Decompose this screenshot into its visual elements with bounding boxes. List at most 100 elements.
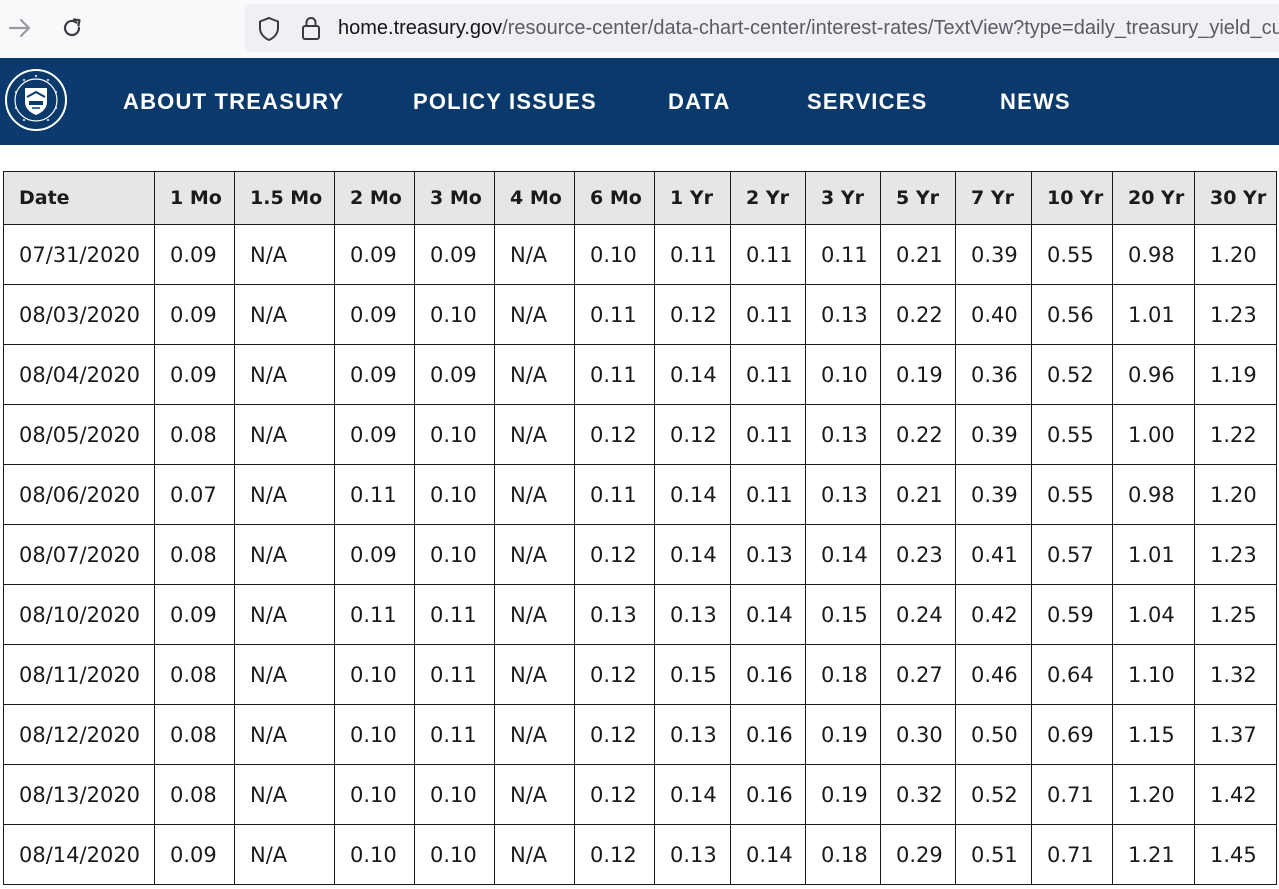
column-header-1-yr[interactable]: 1 Yr	[654, 171, 731, 225]
rate-cell: 1.01	[1112, 524, 1195, 585]
shield-icon[interactable]	[257, 16, 281, 47]
rate-cell: 0.10	[414, 404, 495, 465]
rate-cell: 0.09	[154, 284, 235, 345]
rate-cell: 0.15	[805, 584, 881, 645]
rate-cell: N/A	[494, 524, 575, 585]
rate-cell: 0.24	[880, 584, 956, 645]
rate-cell: 0.10	[414, 284, 495, 345]
rate-cell: 0.39	[955, 464, 1032, 525]
yield-curve-table: Date 1 Mo 1.5 Mo 2 Mo 3 Mo 4 Mo 6 Mo 1 Yr 2 Yr 3 …	[3, 171, 1277, 885]
rate-cell: 1.04	[1112, 584, 1195, 645]
rate-cell: N/A	[494, 224, 575, 285]
date-cell: 08/05/2020	[3, 404, 155, 465]
browser-toolbar: home.treasury.gov/resource-center/data-c…	[0, 0, 1279, 58]
url-text[interactable]: home.treasury.gov/resource-center/data-c…	[338, 16, 1279, 40]
nav-policy-issues[interactable]: POLICY ISSUES	[413, 89, 597, 114]
rate-cell: 0.09	[154, 224, 235, 285]
rate-cell: N/A	[234, 464, 335, 525]
rate-cell: 0.71	[1031, 764, 1113, 825]
rate-cell: 0.39	[955, 224, 1032, 285]
rate-cell: 1.23	[1194, 524, 1277, 585]
rate-cell: 0.07	[154, 464, 235, 525]
rate-cell: N/A	[494, 344, 575, 405]
rate-cell: 0.10	[334, 824, 415, 885]
date-cell: 08/10/2020	[3, 584, 155, 645]
rate-cell: 0.10	[334, 704, 415, 765]
nav-about-treasury[interactable]: ABOUT TREASURY	[123, 89, 345, 114]
rate-cell: 0.14	[730, 584, 806, 645]
nav-data[interactable]: DATA	[668, 89, 731, 114]
column-header-20-yr[interactable]: 20 Yr	[1112, 171, 1195, 225]
rate-cell: 0.27	[880, 644, 956, 705]
rate-cell: 0.15	[654, 644, 731, 705]
column-header-2-mo[interactable]: 2 Mo	[334, 171, 415, 225]
rate-cell: 0.12	[574, 404, 655, 465]
rate-cell: 0.11	[334, 584, 415, 645]
column-header-4-mo[interactable]: 4 Mo	[494, 171, 575, 225]
rate-cell: 0.10	[805, 344, 881, 405]
address-bar[interactable]: home.treasury.gov/resource-center/data-c…	[245, 4, 1279, 52]
rate-cell: 0.09	[154, 584, 235, 645]
rate-cell: 0.36	[955, 344, 1032, 405]
nav-services[interactable]: SERVICES	[807, 89, 928, 114]
rate-cell: 0.19	[805, 704, 881, 765]
date-cell: 08/14/2020	[3, 824, 155, 885]
rate-cell: 0.10	[414, 764, 495, 825]
rate-cell: 1.19	[1194, 344, 1277, 405]
rate-cell: 0.98	[1112, 464, 1195, 525]
rate-cell: 0.41	[955, 524, 1032, 585]
rate-cell: 0.11	[414, 704, 495, 765]
column-header-7-yr[interactable]: 7 Yr	[955, 171, 1032, 225]
rate-cell: 0.13	[805, 464, 881, 525]
rate-cell: 0.12	[574, 644, 655, 705]
column-header-3-mo[interactable]: 3 Mo	[414, 171, 495, 225]
rate-cell: 0.11	[730, 464, 806, 525]
column-header-10-yr[interactable]: 10 Yr	[1031, 171, 1113, 225]
column-header-1-mo[interactable]: 1 Mo	[154, 171, 235, 225]
table-row: 08/07/2020 0.08 N/A 0.09 0.10 N/A 0.12 0.14 0.13…	[3, 524, 1277, 585]
rate-cell: N/A	[494, 584, 575, 645]
rate-cell: 0.16	[730, 704, 806, 765]
rate-cell: 0.09	[414, 344, 495, 405]
column-header-5-yr[interactable]: 5 Yr	[880, 171, 956, 225]
rate-cell: 0.55	[1031, 404, 1113, 465]
date-cell: 08/13/2020	[3, 764, 155, 825]
column-header-30-yr[interactable]: 30 Yr	[1194, 171, 1277, 225]
rate-cell: 0.42	[955, 584, 1032, 645]
reload-icon[interactable]	[52, 8, 92, 48]
column-header-3-yr[interactable]: 3 Yr	[805, 171, 881, 225]
rate-cell: 0.51	[955, 824, 1032, 885]
rate-cell: 0.30	[880, 704, 956, 765]
forward-arrow-icon[interactable]	[0, 8, 40, 48]
rate-cell: 0.11	[730, 284, 806, 345]
rate-cell: 0.12	[574, 524, 655, 585]
treasury-seal-logo[interactable]	[4, 68, 68, 132]
table-header-row: Date 1 Mo 1.5 Mo 2 Mo 3 Mo 4 Mo 6 Mo 1 Yr 2 Yr 3 …	[3, 171, 1277, 225]
column-header-2-yr[interactable]: 2 Yr	[730, 171, 806, 225]
rate-cell: 0.55	[1031, 464, 1113, 525]
rate-cell: 0.08	[154, 704, 235, 765]
rate-cell: N/A	[234, 584, 335, 645]
rate-cell: 0.16	[730, 764, 806, 825]
table-row: 08/03/2020 0.09 N/A 0.09 0.10 N/A 0.11 0.12 0.11…	[3, 284, 1277, 345]
rate-cell: 0.18	[805, 824, 881, 885]
nav-news[interactable]: NEWS	[1000, 89, 1071, 114]
rate-cell: 0.10	[414, 524, 495, 585]
column-header-1-5-mo[interactable]: 1.5 Mo	[234, 171, 335, 225]
column-header-date[interactable]: Date	[3, 171, 155, 225]
rate-cell: 0.11	[574, 344, 655, 405]
rate-cell: 0.10	[574, 224, 655, 285]
rate-cell: 0.11	[414, 644, 495, 705]
rate-cell: 0.09	[154, 344, 235, 405]
rate-cell: 0.40	[955, 284, 1032, 345]
rate-cell: 0.11	[574, 284, 655, 345]
rate-cell: N/A	[234, 404, 335, 465]
rate-cell: 1.20	[1194, 464, 1277, 525]
rate-cell: 0.13	[730, 524, 806, 585]
rate-cell: 1.32	[1194, 644, 1277, 705]
column-header-6-mo[interactable]: 6 Mo	[574, 171, 655, 225]
date-cell: 08/11/2020	[3, 644, 155, 705]
rate-cell: 0.11	[730, 404, 806, 465]
lock-icon[interactable]	[300, 15, 322, 46]
rate-cell: 0.14	[730, 824, 806, 885]
